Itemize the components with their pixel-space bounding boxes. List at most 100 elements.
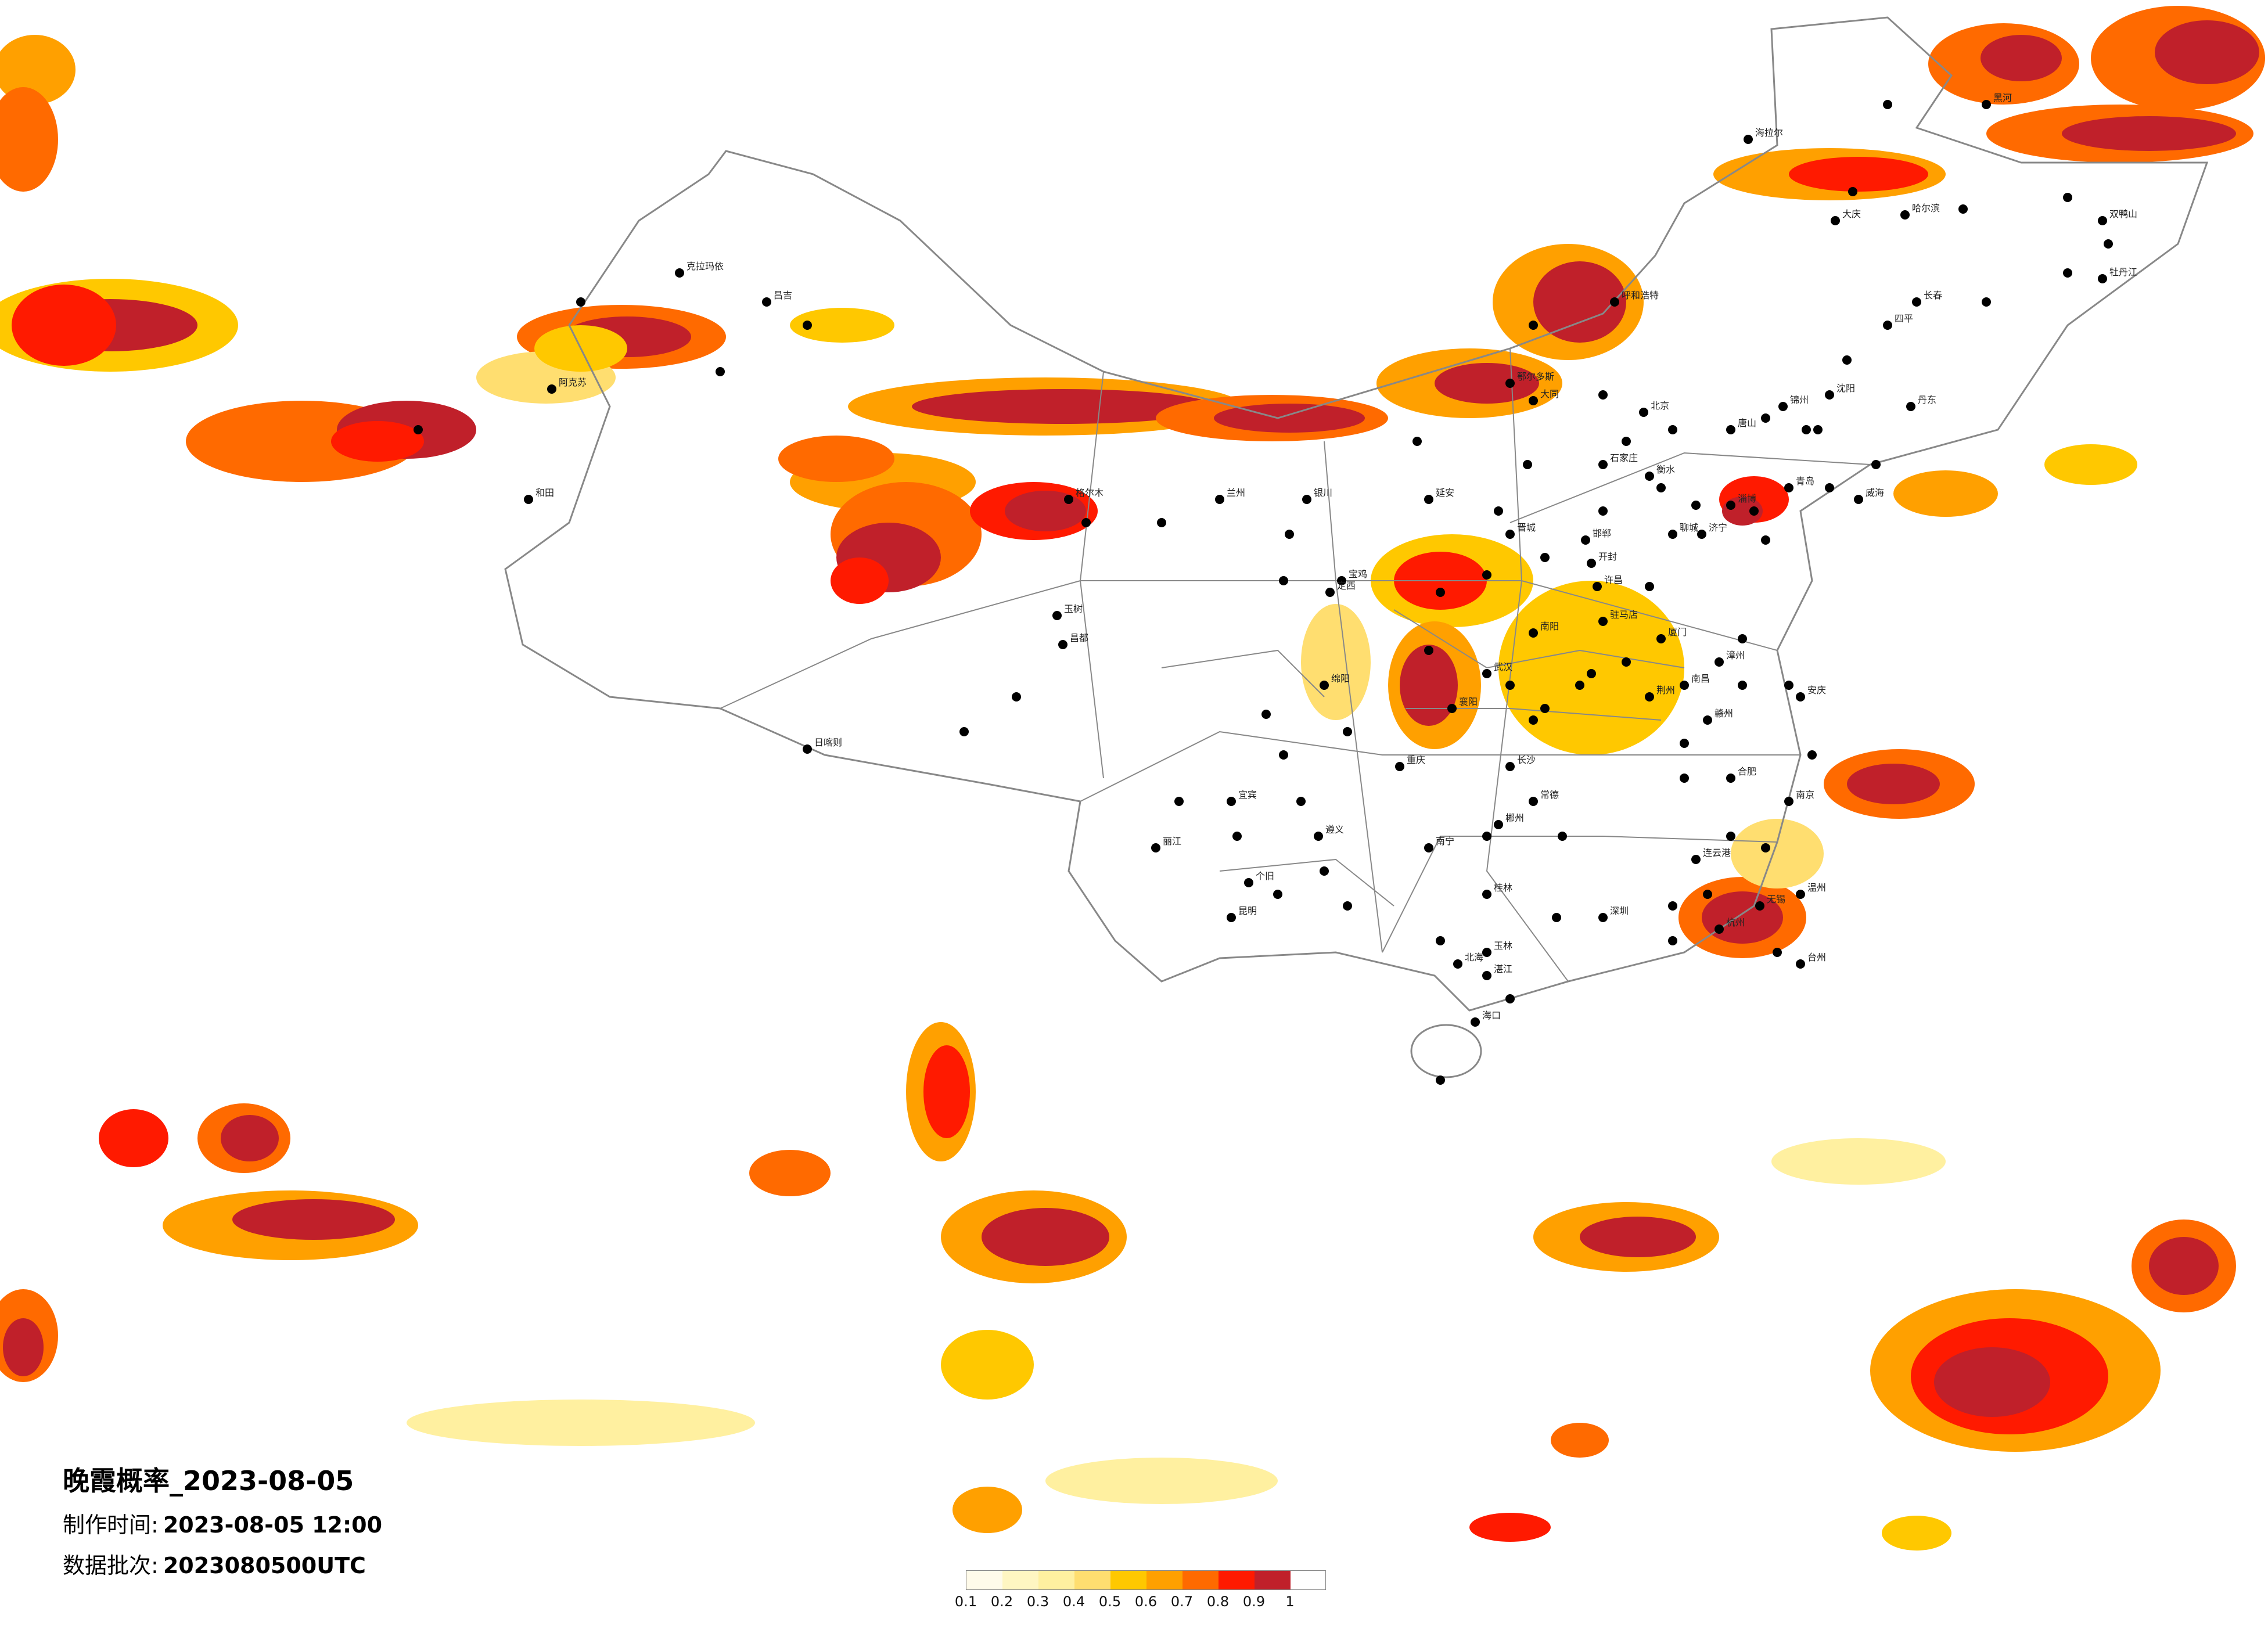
province-border bbox=[720, 580, 1778, 709]
legend-tick: 0.1 bbox=[954, 1593, 977, 1610]
legend-swatch bbox=[1255, 1571, 1291, 1589]
probability-patch bbox=[1435, 363, 1539, 404]
city-marker bbox=[1505, 762, 1515, 771]
city-marker bbox=[959, 727, 969, 736]
city-marker bbox=[1755, 901, 1764, 911]
title-block: 晚霞概率_2023-08-05 制作时间: 2023-08-05 12:00 数据… bbox=[63, 1463, 382, 1580]
legend-tick: 0.7 bbox=[1170, 1593, 1194, 1610]
city-marker bbox=[1558, 832, 1567, 841]
city-label: 海口 bbox=[1482, 1010, 1501, 1021]
probability-patch bbox=[831, 557, 889, 604]
city-marker bbox=[1622, 657, 1631, 667]
city-label: 银川 bbox=[1314, 487, 1332, 498]
city-label: 海拉尔 bbox=[1755, 127, 1783, 138]
probability-patch bbox=[1469, 1513, 1551, 1542]
probability-patch bbox=[1771, 1138, 1946, 1185]
city-marker bbox=[1982, 297, 1991, 307]
city-label: 日喀则 bbox=[814, 737, 842, 748]
city-label: 连云港 bbox=[1703, 847, 1731, 858]
city-marker bbox=[1796, 959, 1805, 969]
city-marker bbox=[1436, 936, 1445, 945]
city-marker bbox=[1081, 518, 1091, 527]
probability-patch bbox=[221, 1115, 279, 1161]
legend-swatch bbox=[1110, 1571, 1146, 1589]
city-label: 双鸭山 bbox=[2109, 208, 2137, 220]
city-label: 长春 bbox=[1924, 290, 1942, 301]
legend-tick: 1 bbox=[1285, 1593, 1295, 1610]
city-marker bbox=[1395, 762, 1404, 771]
city-label: 长沙 bbox=[1517, 754, 1536, 765]
city-marker bbox=[1279, 750, 1288, 760]
legend-tick: 0.9 bbox=[1242, 1593, 1266, 1610]
city-marker bbox=[1598, 390, 1608, 400]
city-marker bbox=[1831, 216, 1840, 225]
city-label: 邯郸 bbox=[1593, 528, 1611, 539]
city-marker bbox=[1749, 506, 1759, 516]
city-marker bbox=[1773, 948, 1782, 957]
city-label: 鄂尔多斯 bbox=[1517, 371, 1554, 382]
city-marker bbox=[1302, 495, 1311, 504]
city-marker bbox=[1540, 553, 1550, 562]
city-label: 郴州 bbox=[1505, 812, 1524, 823]
city-marker bbox=[1482, 890, 1491, 899]
city-marker bbox=[1802, 425, 1811, 434]
legend-tick: 0.5 bbox=[1098, 1593, 1122, 1610]
city-marker bbox=[1871, 460, 1881, 469]
city-label: 绵阳 bbox=[1331, 673, 1350, 684]
city-marker bbox=[1761, 535, 1770, 545]
city-marker bbox=[1639, 408, 1648, 417]
probability-patch bbox=[3, 1318, 44, 1376]
city-marker bbox=[1529, 396, 1538, 405]
city-marker bbox=[1471, 1017, 1480, 1027]
probability-patch bbox=[1580, 1217, 1696, 1257]
city-marker bbox=[2063, 268, 2072, 278]
city-marker bbox=[1529, 628, 1538, 638]
probability-patch bbox=[1882, 1516, 1951, 1551]
city-marker bbox=[1227, 913, 1236, 922]
legend-tick: 0.8 bbox=[1206, 1593, 1230, 1610]
city-marker bbox=[1645, 472, 1654, 481]
city-label: 开封 bbox=[1598, 551, 1617, 562]
probability-patch bbox=[1551, 1423, 1609, 1458]
city-marker bbox=[1424, 646, 1433, 655]
city-label: 南昌 bbox=[1691, 673, 1710, 684]
city-label: 昌吉 bbox=[774, 290, 792, 301]
city-marker bbox=[1320, 866, 1329, 876]
city-marker bbox=[1598, 460, 1608, 469]
province-border bbox=[1393, 609, 1685, 669]
city-label: 济宁 bbox=[1709, 522, 1727, 533]
city-marker bbox=[1784, 797, 1793, 806]
city-marker bbox=[1778, 402, 1788, 411]
city-marker bbox=[1447, 704, 1457, 713]
city-marker bbox=[1883, 321, 1892, 330]
city-label: 呼和浩特 bbox=[1622, 290, 1659, 301]
city-marker bbox=[1529, 321, 1538, 330]
city-label: 唐山 bbox=[1738, 418, 1756, 429]
city-label: 定西 bbox=[1337, 580, 1356, 591]
city-label: 哈尔滨 bbox=[1912, 203, 1940, 214]
city-marker bbox=[1232, 832, 1242, 841]
city-marker bbox=[1906, 402, 1915, 411]
city-label: 淄博 bbox=[1738, 493, 1756, 504]
city-label: 驻马店 bbox=[1610, 609, 1638, 620]
city-marker bbox=[1842, 355, 1852, 365]
city-marker bbox=[1668, 425, 1677, 434]
province-border bbox=[1509, 452, 1871, 523]
hainan-border bbox=[1410, 1024, 1482, 1078]
city-label: 牡丹江 bbox=[2109, 267, 2137, 278]
city-marker bbox=[1482, 832, 1491, 841]
city-marker bbox=[1314, 832, 1323, 841]
city-label: 南京 bbox=[1796, 789, 1814, 800]
legend-tick: 0.2 bbox=[990, 1593, 1013, 1610]
city-label: 丽江 bbox=[1163, 836, 1181, 847]
city-label: 遵义 bbox=[1325, 824, 1344, 835]
city-marker bbox=[1784, 681, 1793, 690]
legend-tick: 0.3 bbox=[1026, 1593, 1049, 1610]
city-label: 黑河 bbox=[1993, 92, 2012, 103]
city-marker bbox=[1494, 506, 1503, 516]
probability-patch bbox=[1731, 819, 1824, 888]
city-marker bbox=[1813, 425, 1823, 434]
city-marker bbox=[803, 321, 812, 330]
city-marker bbox=[1622, 437, 1631, 446]
